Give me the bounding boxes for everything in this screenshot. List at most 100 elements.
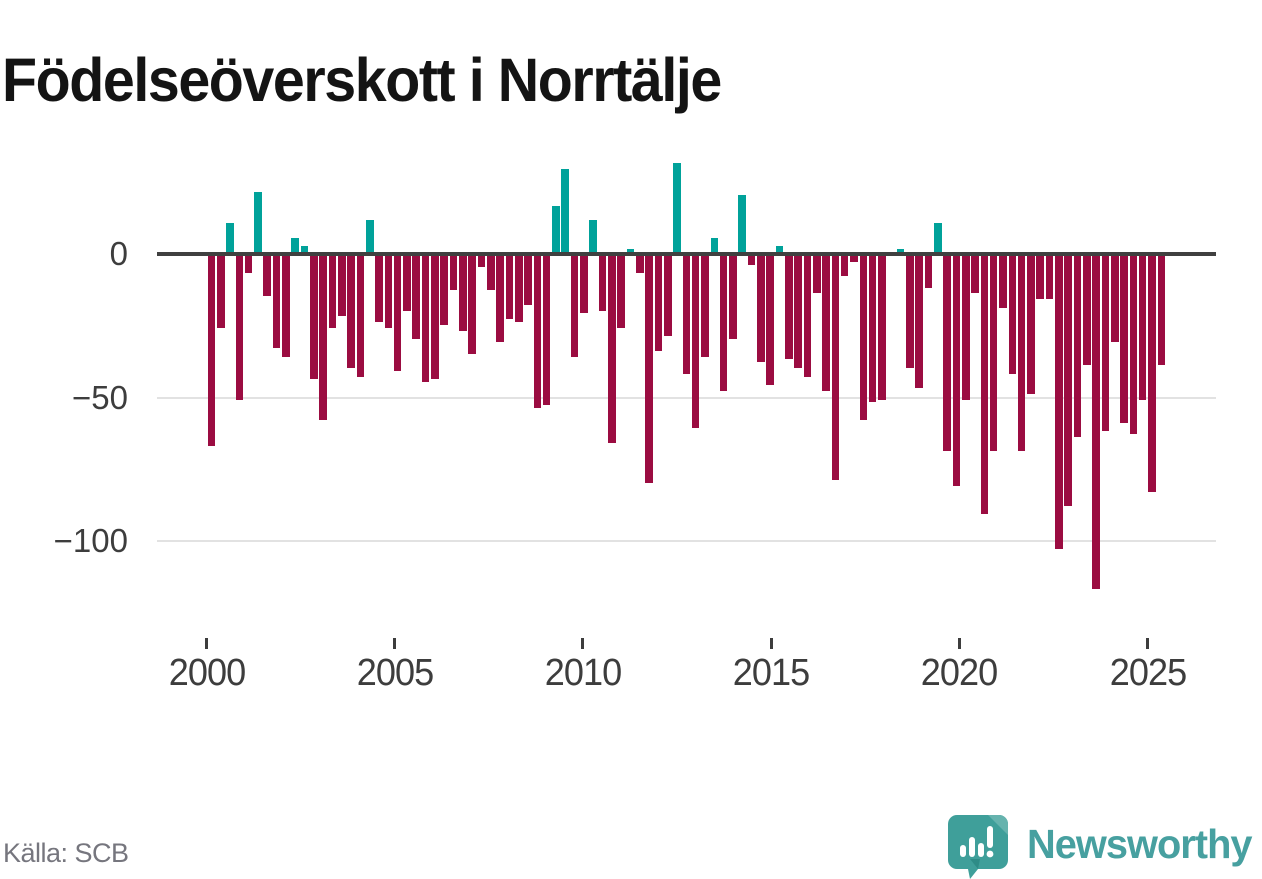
bar-2016-Q2 [812, 256, 821, 294]
bar-2014-Q4 [757, 256, 765, 363]
x-axis-label-2020: 2020 [921, 652, 998, 694]
x-axis-label-2000: 2000 [168, 652, 245, 694]
bar-2006-Q3 [449, 256, 458, 291]
bar-2015-Q4 [794, 256, 802, 368]
bar-2011-Q3 [635, 256, 644, 274]
bar-2004-Q3 [375, 256, 383, 323]
bar-2008-Q1 [505, 256, 514, 320]
bar-2006-Q1 [431, 256, 439, 380]
newsworthy-logo-text: Newsworthy [1026, 821, 1253, 867]
bar-2007-Q3 [486, 256, 495, 291]
bar-2000-Q3 [226, 223, 234, 252]
bar-2013-Q1 [691, 256, 700, 429]
bar-2025-Q3 [1157, 256, 1166, 366]
x-axis-tick-2025 [1146, 638, 1149, 649]
bar-2001-Q4 [272, 256, 281, 348]
bar-2022-Q2 [1036, 256, 1045, 300]
bar-2002-Q4 [310, 256, 318, 380]
bar-2012-Q4 [682, 256, 691, 374]
bar-2024-Q3 [1120, 256, 1128, 423]
page-title: Födelseöverskott i Norrtälje [2, 45, 722, 114]
bar-2009-Q3 [561, 168, 570, 252]
bar-2006-Q2 [440, 256, 449, 325]
bar-2021-Q2 [999, 256, 1007, 308]
bar-2017-Q3 [859, 256, 868, 420]
bar-2021-Q1 [989, 256, 998, 452]
bar-2010-Q1 [580, 256, 588, 314]
bar-2005-Q3 [412, 256, 421, 340]
y-axis-label: −50 [72, 378, 128, 416]
x-axis-label-2005: 2005 [356, 652, 433, 694]
bar-2019-Q4 [943, 256, 951, 452]
bar-2010-Q4 [608, 256, 616, 443]
bar-2003-Q3 [337, 256, 346, 317]
bar-2007-Q4 [496, 256, 504, 343]
y-axis-label: −100 [53, 522, 128, 560]
bar-2013-Q2 [701, 256, 709, 357]
bar-2016-Q1 [803, 256, 812, 377]
birth-surplus-bar-chart: 0 −50 −100 2000 2005 2010 2015 2020 2025 [53, 162, 1216, 694]
bar-2005-Q2 [403, 256, 411, 311]
bar-2009-Q4 [570, 256, 579, 357]
bar-2023-Q1 [1064, 256, 1072, 506]
bar-2013-Q3 [710, 237, 719, 252]
bar-2010-Q3 [598, 256, 607, 311]
bar-2022-Q4 [1055, 256, 1063, 549]
bar-2008-Q2 [514, 256, 523, 323]
bar-2025-Q1 [1138, 256, 1147, 400]
x-axis-tick-2010 [581, 638, 585, 649]
bar-2000-Q2 [216, 256, 225, 328]
bar-2016-Q3 [822, 256, 830, 391]
bar-2000-Q1 [207, 256, 216, 446]
y-axis-label: 0 [109, 235, 128, 272]
bar-2012-Q2 [663, 256, 672, 337]
bar-2023-Q2 [1073, 256, 1082, 437]
zero-axis-line [157, 252, 1216, 256]
bar-2022-Q3 [1045, 256, 1054, 300]
bar-2002-Q3 [300, 246, 309, 252]
bar-2015-Q2 [775, 246, 784, 252]
bar-2001-Q3 [263, 256, 272, 297]
bar-2014-Q2 [738, 194, 747, 252]
bar-2009-Q2 [552, 206, 560, 252]
bar-2015-Q3 [785, 256, 793, 360]
bar-2002-Q2 [291, 237, 299, 252]
bar-2017-Q2 [850, 256, 858, 262]
bar-2025-Q2 [1148, 256, 1156, 492]
bar-2011-Q2 [626, 249, 635, 252]
gridline--100 [157, 540, 1216, 543]
bar-2012-Q3 [673, 162, 681, 252]
bar-2024-Q1 [1101, 256, 1110, 432]
bar-2019-Q1 [915, 256, 923, 389]
source-caption: Källa: SCB [3, 838, 129, 868]
x-axis-tick-2005 [393, 638, 397, 649]
bar-2009-Q1 [542, 256, 551, 406]
bar-2018-Q4 [906, 256, 914, 368]
bar-2015-Q1 [766, 256, 774, 386]
bar-2011-Q4 [645, 256, 653, 483]
bar-2014-Q1 [729, 256, 737, 340]
bar-2021-Q4 [1017, 256, 1026, 452]
bar-2024-Q4 [1129, 256, 1138, 435]
bar-2003-Q4 [347, 256, 355, 368]
bar-2003-Q2 [328, 256, 337, 328]
x-axis-label-2010: 2010 [544, 652, 622, 694]
bar-2004-Q2 [365, 220, 374, 252]
bar-2016-Q4 [831, 256, 840, 481]
bar-2022-Q1 [1027, 256, 1035, 394]
bar-2005-Q1 [393, 256, 402, 371]
bar-2008-Q4 [533, 256, 542, 409]
bar-2008-Q3 [524, 256, 532, 305]
bar-2013-Q4 [719, 256, 728, 391]
bar-2001-Q2 [254, 191, 262, 252]
bar-2002-Q1 [282, 256, 290, 357]
x-axis-label-2025: 2025 [1109, 652, 1186, 694]
x-axis-tick-2015 [769, 638, 773, 649]
bar-2001-Q1 [244, 256, 253, 274]
bar-2004-Q1 [356, 256, 365, 377]
bar-2018-Q1 [878, 256, 886, 400]
bar-2020-Q1 [952, 256, 961, 486]
bar-2005-Q4 [421, 256, 430, 383]
bar-2019-Q3 [934, 223, 942, 252]
bar-2017-Q4 [868, 256, 877, 403]
